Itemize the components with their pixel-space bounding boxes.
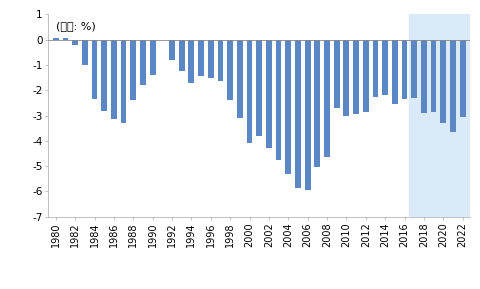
Bar (131, 40, 136, 100)
Bar (372, 40, 378, 97)
Bar (440, 40, 446, 123)
Bar (82, 40, 88, 65)
Bar (208, 40, 214, 78)
Bar (295, 40, 301, 188)
Bar (198, 40, 204, 76)
Bar (120, 40, 126, 123)
Bar (305, 40, 311, 190)
Bar (150, 40, 156, 75)
Text: (단위: %): (단위: %) (57, 21, 96, 31)
Bar (363, 40, 369, 112)
Bar (266, 40, 272, 149)
Bar (276, 40, 281, 160)
Bar (169, 40, 175, 60)
Bar (450, 40, 456, 132)
Bar (227, 40, 233, 100)
Bar (53, 38, 59, 40)
Bar (344, 40, 349, 116)
Bar (353, 40, 359, 114)
Bar (409, 14, 470, 217)
Bar (237, 40, 243, 118)
Bar (92, 40, 97, 99)
Bar (460, 40, 466, 117)
Bar (324, 40, 330, 157)
Bar (421, 40, 427, 113)
Bar (431, 40, 436, 112)
Bar (411, 40, 417, 98)
Bar (62, 38, 68, 40)
Bar (72, 40, 78, 45)
Bar (189, 40, 194, 83)
Bar (256, 40, 262, 136)
Bar (392, 40, 398, 104)
Bar (285, 40, 291, 174)
Bar (334, 40, 340, 108)
Bar (111, 40, 117, 119)
Bar (382, 40, 388, 95)
Bar (140, 40, 146, 85)
Bar (314, 40, 320, 167)
Bar (247, 40, 252, 143)
Bar (217, 40, 223, 81)
Bar (402, 40, 408, 99)
Bar (101, 40, 107, 110)
Bar (179, 40, 185, 71)
